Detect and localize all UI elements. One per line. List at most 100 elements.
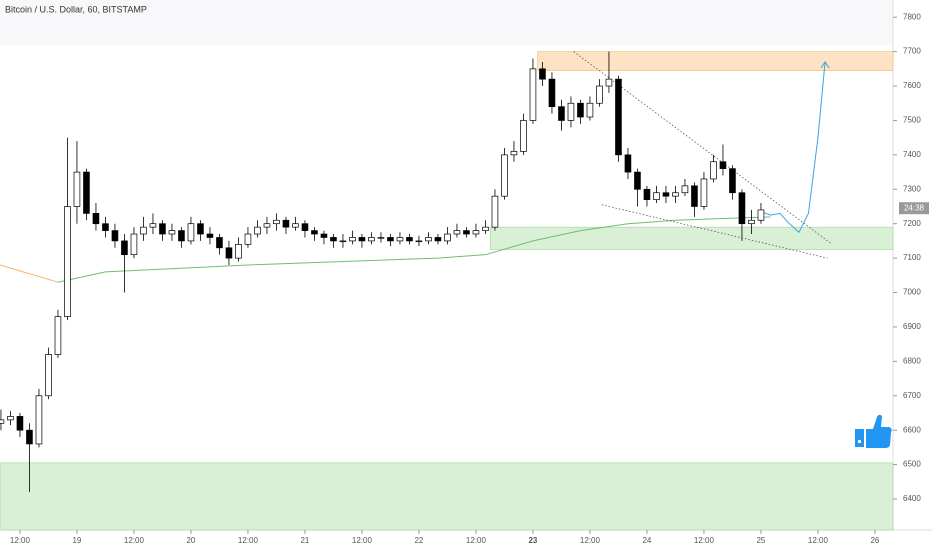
x-tick-label: 22 [414, 536, 423, 545]
candle-body [225, 247, 233, 259]
candle-body [472, 230, 480, 235]
x-tick-label: 19 [72, 536, 81, 545]
line [760, 61, 826, 234]
candle-body [197, 223, 204, 235]
candle-body [206, 233, 214, 238]
candle-body [149, 223, 157, 228]
candle-body [301, 223, 309, 231]
plot [0, 51, 894, 531]
candle-body [178, 230, 185, 242]
candle-body [83, 171, 90, 214]
candle-body [539, 68, 546, 80]
candle-body [92, 213, 100, 225]
candle-body [273, 219, 280, 225]
candle-body [35, 395, 43, 445]
candle-body [615, 78, 622, 156]
candle-body [216, 237, 223, 249]
candle-body [719, 161, 727, 169]
x-tick-label: 12:00 [808, 536, 829, 545]
candle-body [624, 154, 632, 173]
candle-body [54, 316, 62, 355]
header-band [0, 0, 893, 45]
candle-body [320, 233, 328, 238]
candle-body [396, 237, 404, 242]
y-tick-label: 6800 [903, 356, 921, 365]
candle-body [0, 419, 5, 424]
x-tick-label: 26 [870, 536, 879, 545]
candle-body [168, 230, 176, 235]
candle-body [605, 78, 613, 87]
candle-body [64, 206, 71, 317]
candle-body [501, 154, 508, 197]
candle-body [159, 223, 166, 235]
x-tick-label: 24 [642, 536, 651, 545]
candle-body [244, 233, 252, 245]
y-tick-label: 6600 [903, 425, 921, 434]
candle-body [520, 120, 527, 152]
candle-body [444, 233, 451, 242]
candle-body [586, 102, 594, 118]
zone [489, 226, 894, 250]
y-tick-label: 6500 [903, 460, 921, 469]
x-tick-label: 21 [300, 536, 309, 545]
candle-body [235, 244, 242, 259]
candle-body [330, 237, 337, 242]
candle-body [263, 223, 271, 228]
zone [537, 51, 894, 71]
x-tick-label: 12:00 [694, 536, 715, 545]
candle-body [73, 171, 81, 207]
candle-body [406, 237, 413, 242]
candle-body [121, 240, 128, 256]
candle-body [710, 161, 717, 180]
x-tick-label: 20 [186, 536, 195, 545]
candle-body [26, 429, 33, 445]
x-tick-label: 12:00 [124, 536, 145, 545]
candle-body [349, 237, 356, 242]
candle-body [339, 240, 347, 243]
x-tick-label: 12:00 [352, 536, 373, 545]
y-tick-label: 7100 [903, 253, 921, 262]
candle-body [700, 178, 708, 207]
y-tick-label: 7500 [903, 116, 921, 125]
last-price-label: 24:38 [904, 203, 925, 212]
candle-body [358, 237, 366, 242]
y-tick-label: 6700 [903, 391, 921, 400]
candle-body [425, 237, 432, 242]
candle-body [282, 219, 290, 228]
candle-body [45, 354, 52, 397]
candle-body [662, 192, 670, 197]
candle-body [548, 78, 556, 108]
candle-body [748, 219, 755, 225]
y-tick-label: 7000 [903, 288, 921, 297]
candle-body [7, 416, 14, 421]
y-tick-label: 6900 [903, 322, 921, 331]
candle-body [368, 237, 375, 242]
candle-body [16, 416, 24, 431]
candle-body [311, 230, 318, 235]
candle-body [254, 226, 261, 235]
y-tick-label: 7200 [903, 219, 921, 228]
candle-body [558, 106, 565, 121]
candle-body [187, 223, 195, 242]
line [601, 204, 828, 259]
line [0, 264, 59, 283]
chart-title: Bitcoin / U.S. Dollar, 60, BITSTAMP [5, 4, 147, 14]
candle-body [415, 240, 423, 243]
y-tick-label: 7400 [903, 150, 921, 159]
candle-body [111, 230, 119, 242]
candle-body [387, 237, 394, 242]
x-tick-label: 12:00 [466, 536, 487, 545]
candle-body [596, 85, 603, 104]
candle-body [577, 102, 584, 118]
x-tick-label: 12:00 [238, 536, 259, 545]
candle-body [653, 192, 660, 200]
candle-body [292, 223, 299, 228]
line [573, 51, 833, 245]
candle-body [691, 185, 698, 207]
candle-body [482, 226, 489, 231]
zone [0, 462, 894, 531]
candle-body [757, 209, 765, 221]
y-tick-label: 7700 [903, 47, 921, 56]
candle-body [434, 237, 442, 242]
